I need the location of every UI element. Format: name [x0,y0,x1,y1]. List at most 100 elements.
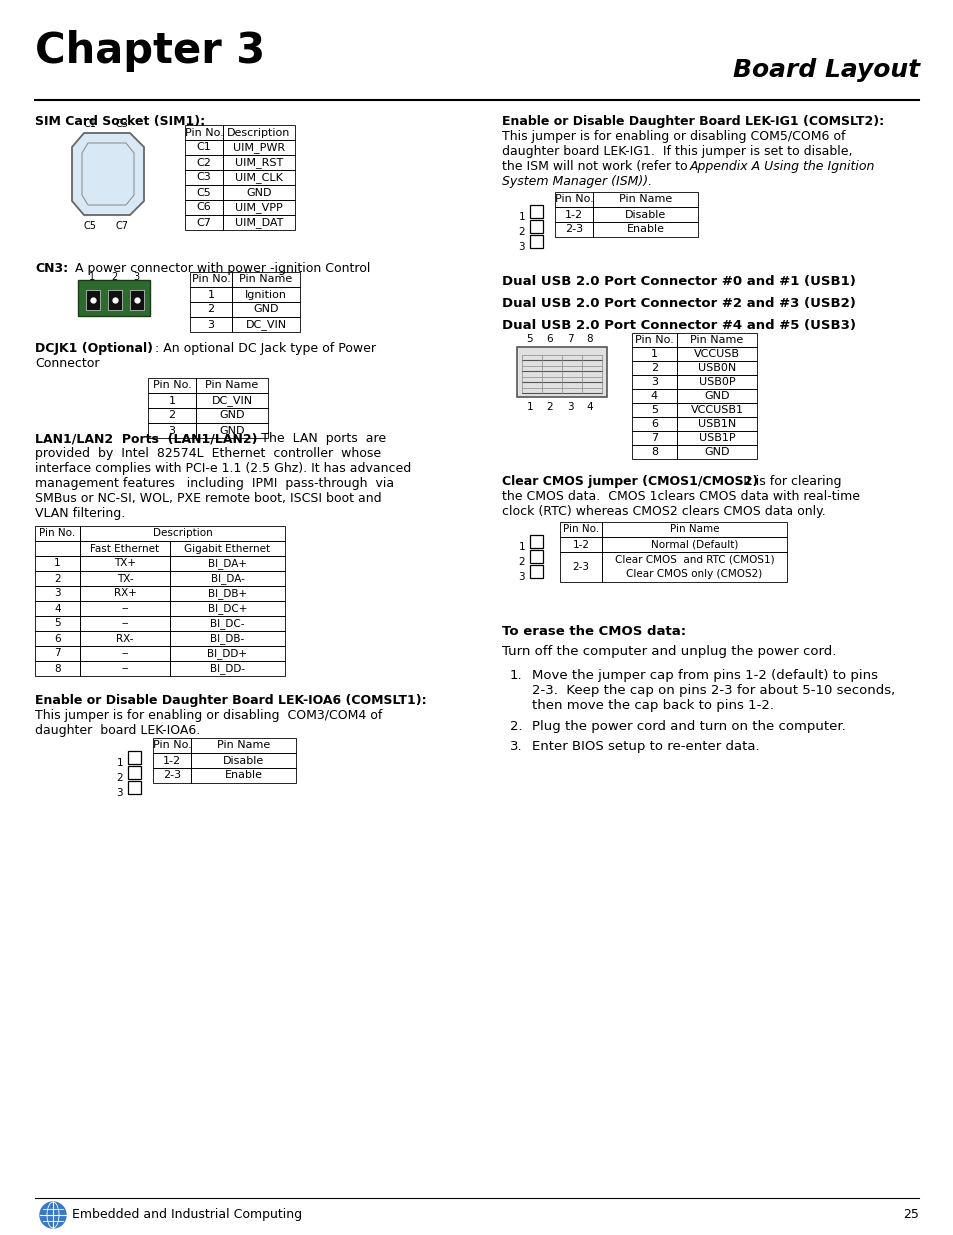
Text: To erase the CMOS data:: To erase the CMOS data: [501,625,685,638]
Text: 2: 2 [116,773,123,783]
Text: UIM_PWR: UIM_PWR [233,142,285,153]
Bar [78,280,150,316]
Bar [80,661,170,676]
Text: 7: 7 [650,433,658,443]
Text: USB0P: USB0P [698,377,735,387]
Text: Pin No.: Pin No. [39,529,75,538]
Bar [35,541,80,556]
Text: 2-3: 2-3 [572,562,589,572]
Text: Pin Name: Pin Name [618,194,672,205]
Text: Enter BIOS setup to re-enter data.: Enter BIOS setup to re-enter data. [532,740,759,753]
Bar [80,556,170,571]
Bar [80,601,170,616]
Text: then move the cap back to pins 1-2.: then move the cap back to pins 1-2. [532,699,773,713]
Circle shape [40,1202,66,1228]
Text: USB1N: USB1N [698,419,736,429]
Text: 2: 2 [54,573,61,583]
Text: 2-3: 2-3 [163,771,181,781]
Text: 2: 2 [169,410,175,420]
Bar [232,272,299,287]
Bar [593,207,698,222]
Text: BI_DB-: BI_DB- [211,634,244,643]
Text: C2: C2 [196,158,212,168]
Text: 1: 1 [54,558,61,568]
Text: 3: 3 [566,403,573,412]
Text: Fast Ethernet: Fast Ethernet [91,543,159,553]
Text: 2: 2 [517,227,524,237]
Text: Normal (Default): Normal (Default) [650,540,738,550]
Bar [191,739,295,753]
Bar [170,661,285,676]
Text: TX-: TX- [116,573,133,583]
Text: Pin Name: Pin Name [205,380,258,390]
Bar [80,541,170,556]
Text: UIM_VPP: UIM_VPP [234,203,283,212]
Bar [677,417,757,431]
Bar [185,200,223,215]
Text: the ISM will not work (refer to: the ISM will not work (refer to [501,161,691,173]
Text: System Manager (ISM)).: System Manager (ISM)). [501,175,652,188]
Text: daughter  board LEK-IOA6.: daughter board LEK-IOA6. [35,724,200,737]
Bar [170,616,285,631]
Bar [517,347,606,396]
Text: 8: 8 [54,663,61,673]
Text: 3: 3 [169,426,175,436]
Text: Pin No.: Pin No. [152,380,192,390]
Bar [80,585,170,601]
Text: 1: 1 [517,212,524,222]
Text: USB0N: USB0N [698,363,736,373]
Text: 2: 2 [207,305,214,315]
Bar [185,140,223,156]
Bar [128,751,141,764]
Text: Pin Name: Pin Name [669,525,719,535]
Bar [185,170,223,185]
Bar [593,191,698,207]
Text: 6: 6 [650,419,658,429]
Bar [148,393,195,408]
Text: Enable: Enable [626,225,664,235]
Text: 1: 1 [208,289,214,300]
Text: 25: 25 [902,1208,918,1221]
Text: USB1P: USB1P [698,433,735,443]
Bar [555,222,593,237]
Polygon shape [71,133,144,215]
Text: 6: 6 [546,333,553,345]
Text: 3: 3 [54,589,61,599]
Text: 4: 4 [586,403,593,412]
Text: BI_DA+: BI_DA+ [208,558,247,569]
Bar [185,156,223,170]
Text: C3: C3 [116,119,129,128]
Text: C1: C1 [84,119,97,128]
Text: GND: GND [253,305,278,315]
Bar [601,537,786,552]
Text: Plug the power cord and turn on the computer.: Plug the power cord and turn on the comp… [532,720,845,734]
Text: C5: C5 [84,221,97,231]
Text: Disable: Disable [624,210,665,220]
Text: management features   including  IPMI  pass-through  via: management features including IPMI pass-… [35,477,394,490]
Text: 2-3.  Keep the cap on pins 2-3 for about 5-10 seconds,: 2-3. Keep the cap on pins 2-3 for about … [532,684,894,697]
Text: Clear CMOS  and RTC (CMOS1): Clear CMOS and RTC (CMOS1) [614,555,774,564]
Text: 4: 4 [650,391,658,401]
Bar [35,631,80,646]
Text: Description: Description [227,127,291,137]
Bar [631,361,677,375]
Bar [232,317,299,332]
Bar [223,200,294,215]
Bar [190,272,232,287]
Text: 2: 2 [650,363,658,373]
Text: C6: C6 [196,203,212,212]
Text: 4: 4 [54,604,61,614]
Bar [631,375,677,389]
Bar [108,290,122,310]
Bar [185,215,223,230]
Text: Enable or Disable Daughter Board LEK-IOA6 (COMSLT1):: Enable or Disable Daughter Board LEK-IOA… [35,694,426,706]
Text: 1-2: 1-2 [564,210,582,220]
Bar [223,140,294,156]
Text: BI_DD-: BI_DD- [210,663,245,674]
Bar [35,646,80,661]
Bar [677,389,757,403]
Text: Enable: Enable [224,771,262,781]
Bar [130,290,144,310]
Text: BI_DA-: BI_DA- [211,573,244,584]
Bar [170,646,285,661]
